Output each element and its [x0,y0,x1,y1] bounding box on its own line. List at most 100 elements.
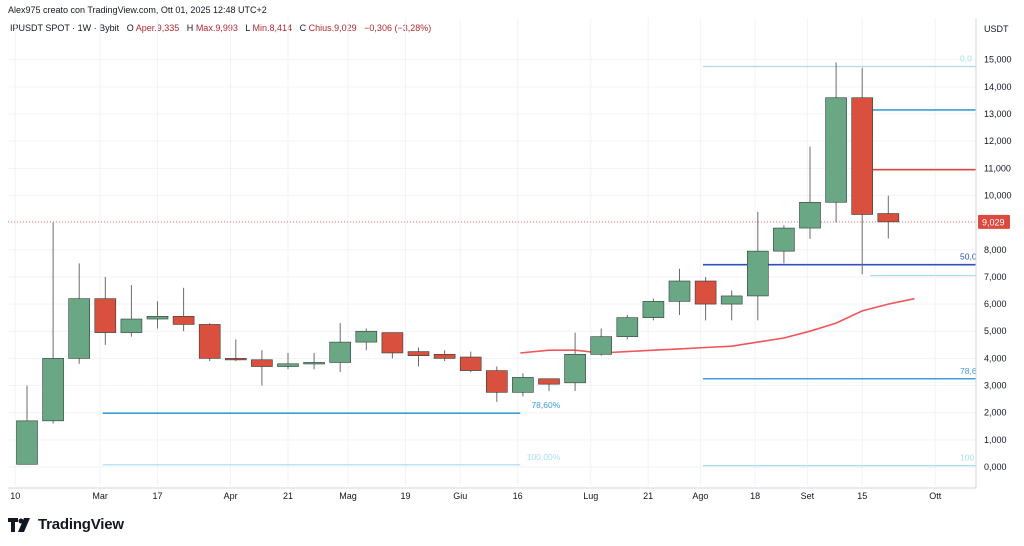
fib-level-label: 0,0 [960,54,972,64]
y-axis-title: USDT [984,24,1009,34]
candle [459,351,482,372]
symbol-label[interactable]: IPUSDT SPOT · 1W · Bybit [10,23,120,33]
candle [94,276,117,345]
candle [851,67,874,275]
candle-body [329,341,352,363]
candle-body [694,280,717,305]
candle [120,285,143,337]
candle-body [485,370,508,393]
candle [172,287,195,332]
candle-body [459,356,482,371]
candle [616,314,639,340]
candle-body [16,420,38,465]
low-label: L [245,23,251,33]
candle [720,290,743,321]
x-tick-label: Apr [224,491,238,501]
candle [407,347,430,367]
fib-level-label: 100,00% [527,452,561,462]
candle [16,385,38,465]
fib-level-label: 78,60% [531,400,560,410]
close-value: Chius.9,029 [308,23,357,33]
candle-body [512,377,534,393]
x-tick-label: 16 [513,491,523,501]
candle [303,352,325,370]
candle-body [877,213,900,223]
change-value: −0,306 (−3,28%) [364,23,432,33]
x-tick-label: 21 [283,491,293,501]
candle-body [42,358,64,422]
y-tick-label: 4,000 [984,353,1007,363]
y-tick-label: 3,000 [984,381,1007,391]
moving-average-line [520,297,915,354]
x-tick-label: Lug [583,491,598,501]
candle [225,339,247,362]
candle-body [68,298,90,359]
candle [512,373,534,397]
high-label: H [186,23,194,33]
x-tick-label: 19 [400,491,410,501]
y-tick-label: 15,000 [984,55,1012,65]
open-label: O [126,23,134,33]
candle [694,276,717,321]
candle [42,222,64,424]
candle [799,146,821,239]
candle-body [616,317,639,337]
candle [68,263,90,364]
candle-body [277,363,299,367]
y-tick-label: 7,000 [984,272,1007,282]
candle [485,366,508,402]
y-tick-label: 10,000 [984,190,1012,200]
y-tick-label: 8,000 [984,245,1007,255]
axes: USDT 0,000 1,000 2,000 3,000 4,000 5,000 6,000 7… [8,18,1012,501]
low-value: Min.8,414 [252,23,293,33]
candle-body [564,354,586,384]
x-tick-label: Giu [453,491,467,501]
candle-body [198,324,221,359]
y-tick-label: 5,000 [984,326,1007,336]
candle [329,323,352,372]
last-price-label: 9,029 [982,217,1005,227]
y-tick-label: 14,000 [984,82,1012,92]
candle-body [799,201,821,229]
y-tick-label: 13,000 [984,109,1012,119]
candle-body [825,97,847,203]
candles [16,62,900,465]
candle [538,378,560,391]
x-tick-label: 15 [857,491,867,501]
y-tick-label: 11,000 [984,163,1011,173]
candle [355,328,378,351]
moving-average [520,297,915,354]
candle [773,225,795,264]
candle-body [773,227,795,252]
x-tick-label: Set [801,491,815,501]
x-tick-label: 21 [643,491,653,501]
y-tick-label: 12,000 [984,136,1012,146]
candle-body [851,97,874,215]
candle-body [668,280,691,302]
x-tick-label: Ago [692,491,708,501]
fibonacci-levels: 78,60% 100,00% 0,0 50,0 78,6 100 [8,54,977,467]
high-value: Max.9,993 [195,23,238,33]
candle [251,350,273,386]
candle-body [407,351,430,356]
candle-body [590,336,613,355]
candle-body [642,301,665,318]
last-price-tag [978,214,1010,229]
fib-level-label: 100 [960,453,974,463]
candle-body [746,250,769,297]
chart-credit: Alex975 creato con TradingView.com, Ott … [8,5,267,15]
candle-body [433,354,456,359]
candle [433,350,456,362]
candle-body [94,298,117,333]
close-label: C [299,23,307,33]
candle [668,268,691,315]
candle-body [355,330,378,343]
candle [277,352,299,370]
tradingview-brand: TradingView [38,516,124,533]
x-tick-label: 10 [10,491,20,501]
candle-body [120,318,143,333]
tradingview-logo-icon [8,517,30,532]
candle [198,323,221,362]
candle [825,62,847,223]
